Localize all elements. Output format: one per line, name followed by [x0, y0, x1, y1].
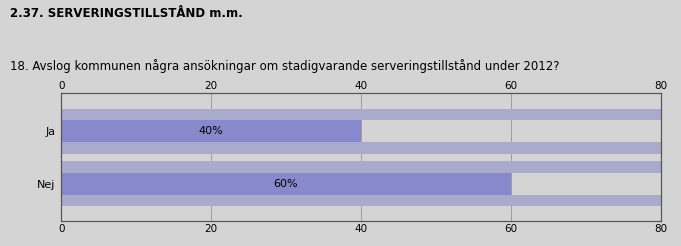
- Text: 40%: 40%: [199, 126, 223, 136]
- Bar: [61, 195, 661, 206]
- Bar: [61, 142, 661, 154]
- Text: 2.37. SERVERINGSTILLSTÅND m.m.: 2.37. SERVERINGSTILLSTÅND m.m.: [10, 7, 243, 20]
- Bar: [61, 161, 661, 173]
- Text: 60%: 60%: [274, 179, 298, 189]
- Bar: [61, 109, 661, 120]
- Bar: [61, 173, 511, 195]
- Text: 18. Avslog kommunen några ansökningar om stadigvarande serveringstillstånd under: 18. Avslog kommunen några ansökningar om…: [10, 59, 560, 73]
- Bar: [61, 120, 361, 142]
